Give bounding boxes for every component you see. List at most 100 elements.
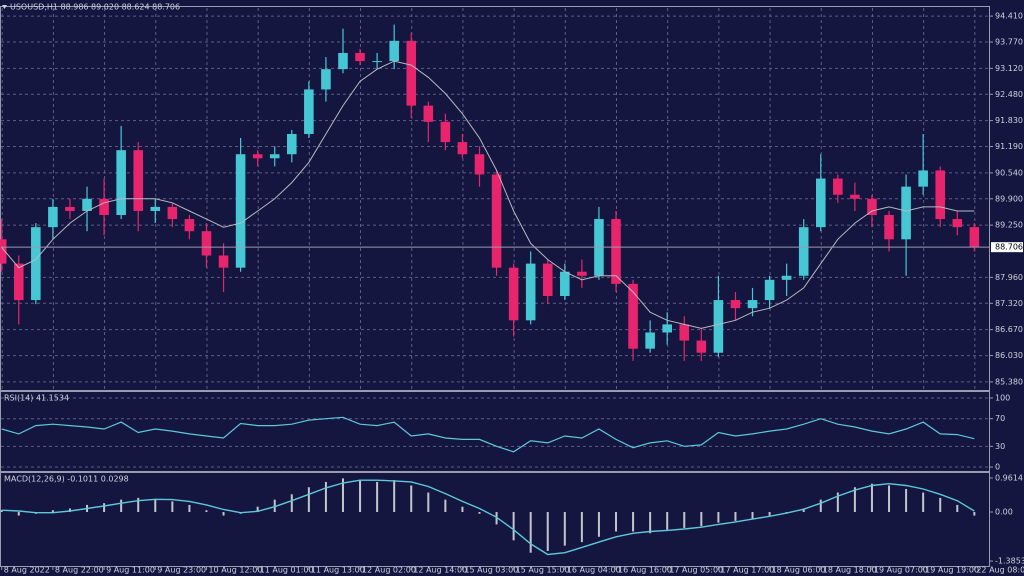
- macd-bar: [495, 512, 498, 525]
- macd-bar: [512, 512, 515, 541]
- x-tick-label: 12 Aug 14:00: [413, 566, 467, 575]
- x-tick-label: 8 Aug 22:00: [55, 566, 104, 575]
- candle-body: [287, 133, 297, 155]
- macd-bar: [529, 512, 532, 553]
- y-tick-label: 91.830: [995, 116, 1023, 125]
- x-tick-label: 15 Aug 15:00: [516, 566, 570, 575]
- macd-bar: [341, 478, 344, 513]
- macd-bar: [734, 512, 737, 521]
- candle-body: [31, 227, 41, 301]
- y-tick-label: 0.9614: [995, 473, 1023, 482]
- candle-body: [235, 154, 246, 268]
- candle-body: [679, 324, 690, 341]
- candle-body: [577, 271, 587, 276]
- rsi-panel-frame: [0, 391, 990, 472]
- moving-average: [1, 60, 975, 329]
- macd-title: MACD(12,26,9) -0.1011 0.0298: [4, 475, 129, 484]
- macd-bar: [359, 480, 362, 513]
- candle-body: [508, 267, 519, 321]
- candle-body: [82, 198, 92, 211]
- macd-bar: [683, 512, 686, 528]
- y-tick-label: 85.380: [995, 377, 1023, 386]
- candle-body: [133, 150, 143, 211]
- x-tick-label: 16 Aug 04:00: [567, 566, 621, 575]
- macd-bar: [427, 492, 430, 513]
- macd-bar: [0, 510, 3, 513]
- last-price-box: [991, 242, 1023, 253]
- candle-body: [764, 279, 775, 301]
- candle-body: [645, 332, 655, 349]
- candle-body: [747, 300, 758, 309]
- macd-bar: [649, 512, 652, 534]
- y-tick-label: 0.00: [995, 508, 1013, 517]
- candle-body: [201, 231, 212, 256]
- x-tick-label: 11 Aug 01:00: [260, 566, 314, 575]
- candle-body: [457, 142, 468, 155]
- candle-body: [850, 194, 860, 199]
- x-tick-label: 17 Aug 17:00: [720, 566, 774, 575]
- menu-arrow[interactable]: [2, 5, 7, 9]
- candle-body: [952, 219, 963, 228]
- y-tick-label: 93.120: [995, 64, 1023, 73]
- macd-panel-frame: [0, 472, 990, 567]
- macd-bar: [666, 512, 669, 530]
- candle-body: [150, 206, 161, 211]
- y-tick-label: -1.3853: [995, 557, 1024, 566]
- macd-bar: [615, 512, 618, 532]
- x-tick-label: 9 Aug 23:00: [157, 566, 206, 575]
- macd-bar: [973, 512, 976, 516]
- candle-body: [781, 275, 792, 280]
- macd-bar: [103, 503, 106, 513]
- candle-body: [935, 170, 945, 220]
- candle-body: [884, 215, 894, 240]
- y-tick-label: 93.770: [995, 38, 1023, 47]
- candle-body: [611, 219, 621, 284]
- macd-bar: [137, 497, 140, 513]
- macd-bar: [939, 497, 942, 513]
- x-tick-label: 11 Aug 13:00: [311, 566, 365, 575]
- candle-body: [969, 227, 980, 248]
- candle-body: [867, 198, 877, 216]
- candle-body: [815, 178, 826, 228]
- rsi-title: RSI(14) 41.1534: [4, 394, 69, 403]
- candle-body: [798, 227, 809, 276]
- candle-body: [440, 121, 451, 143]
- x-tick-label: 19 Aug 07:00: [874, 566, 928, 575]
- candle-body: [525, 263, 536, 321]
- macd-bar: [17, 512, 20, 516]
- y-tick-label: 87.960: [995, 273, 1023, 282]
- x-tick-label: 10 Aug 12:00: [208, 566, 262, 575]
- x-tick-label: 17 Aug 05:00: [669, 566, 723, 575]
- macd-bar: [120, 499, 123, 513]
- candle-body: [901, 186, 911, 240]
- candle-body: [355, 52, 365, 62]
- macd-bar: [888, 485, 891, 513]
- candle-body: [730, 300, 741, 309]
- macd-bar: [956, 504, 959, 513]
- macd-bar: [853, 487, 856, 513]
- candle-body: [13, 263, 24, 301]
- macd-bar: [785, 512, 788, 513]
- candle-body: [423, 105, 434, 122]
- x-tick-label: 15 Aug 03:00: [464, 566, 518, 575]
- candle-body: [167, 206, 178, 220]
- candle-body: [662, 324, 672, 333]
- x-tick-label: 9 Aug 11:00: [106, 566, 155, 575]
- x-tick-label: 22 Aug 08:00: [976, 566, 1024, 575]
- y-tick-label: 30: [995, 442, 1005, 451]
- candle-body: [491, 174, 502, 268]
- macd-bar: [802, 508, 805, 513]
- candle-body: [116, 150, 126, 216]
- candle-body: [99, 198, 109, 216]
- candle-body: [833, 178, 843, 195]
- candle-body: [269, 154, 280, 159]
- y-tick-label: 94.410: [995, 12, 1023, 21]
- candle-body: [474, 154, 485, 175]
- last-price-label: 88.706: [995, 243, 1023, 252]
- candle-body: [184, 219, 195, 232]
- y-tick-label: 70: [995, 414, 1005, 423]
- macd-bar: [324, 481, 327, 513]
- macd-bar: [580, 512, 583, 543]
- candle-body: [304, 89, 314, 134]
